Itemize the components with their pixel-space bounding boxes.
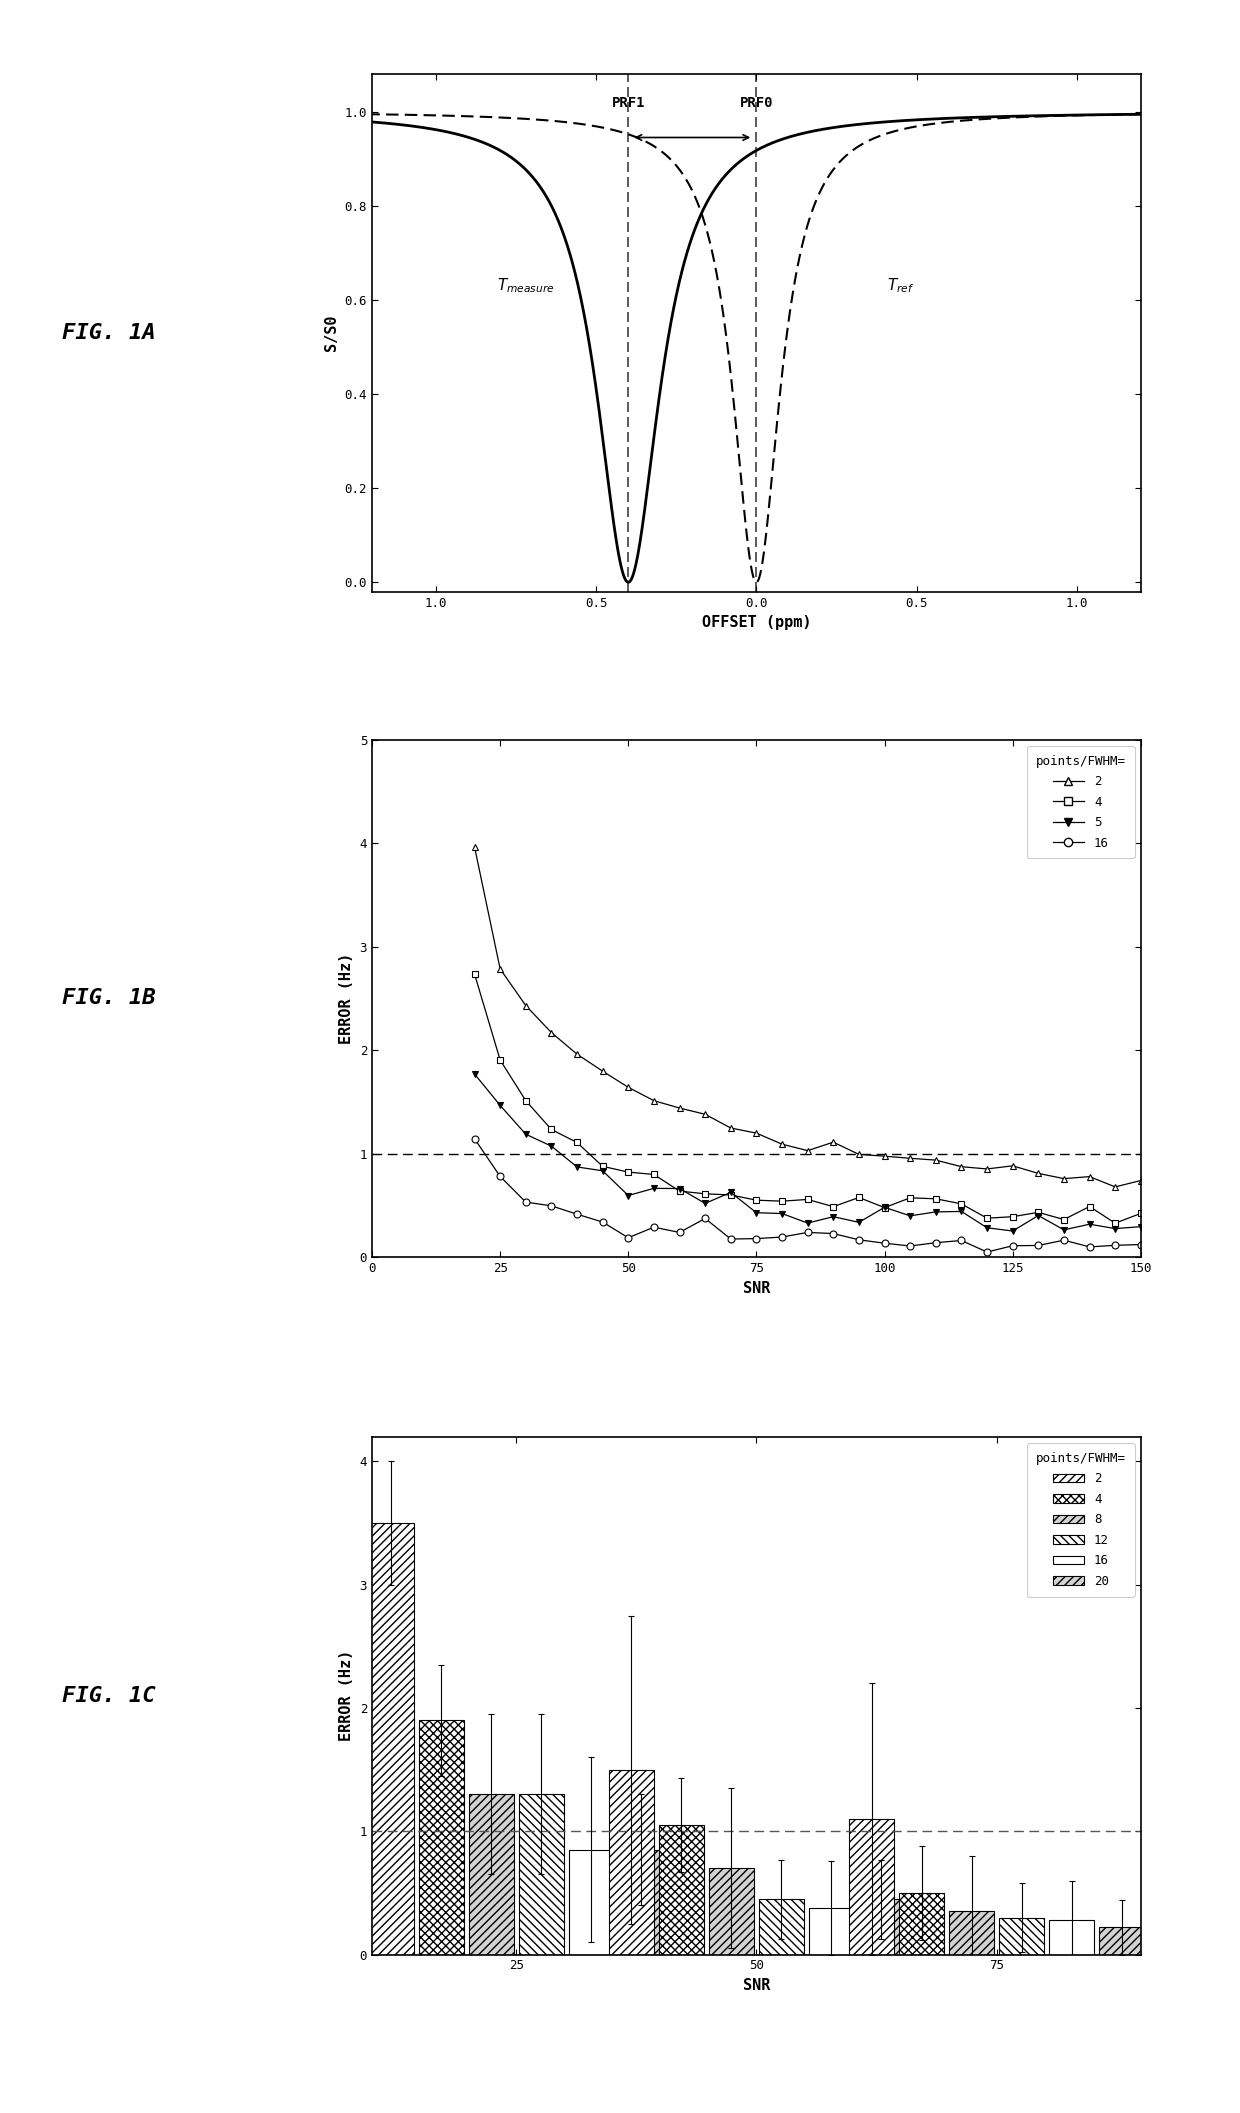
Bar	[949, 1912, 994, 1955]
X-axis label: OFFSET (ppm): OFFSET (ppm)	[702, 615, 811, 630]
Bar	[709, 1868, 754, 1955]
Text: $T_{ref}$: $T_{ref}$	[887, 277, 914, 296]
Text: FIG. 1A: FIG. 1A	[62, 323, 156, 342]
Bar	[759, 1900, 804, 1955]
Bar	[419, 1720, 464, 1955]
Bar	[609, 1771, 653, 1955]
Y-axis label: ERROR (Hz): ERROR (Hz)	[339, 953, 355, 1044]
Bar	[899, 1893, 944, 1955]
X-axis label: SNR: SNR	[743, 1280, 770, 1295]
Text: FIG. 1C: FIG. 1C	[62, 1686, 156, 1705]
Bar	[469, 1794, 513, 1955]
Y-axis label: S/S0: S/S0	[324, 315, 339, 351]
Bar	[518, 1794, 564, 1955]
Legend: 2, 4, 8, 12, 16, 20: 2, 4, 8, 12, 16, 20	[1027, 1443, 1135, 1597]
Y-axis label: ERROR (Hz): ERROR (Hz)	[339, 1650, 355, 1741]
Legend: 2, 4, 5, 16: 2, 4, 5, 16	[1027, 746, 1135, 858]
Text: FIG. 1B: FIG. 1B	[62, 989, 156, 1008]
Bar	[368, 1523, 414, 1955]
Bar	[658, 1826, 704, 1955]
Bar	[859, 1900, 904, 1955]
Bar	[1099, 1927, 1145, 1955]
Bar	[999, 1919, 1044, 1955]
X-axis label: SNR: SNR	[743, 1978, 770, 1993]
Text: PRF1: PRF1	[611, 95, 645, 110]
Bar	[808, 1908, 854, 1955]
Bar	[619, 1849, 663, 1955]
Bar	[569, 1849, 614, 1955]
Text: PRF0: PRF0	[739, 95, 774, 110]
Bar	[1049, 1921, 1094, 1955]
Text: $T_{measure}$: $T_{measure}$	[497, 277, 554, 296]
Bar	[849, 1819, 894, 1955]
